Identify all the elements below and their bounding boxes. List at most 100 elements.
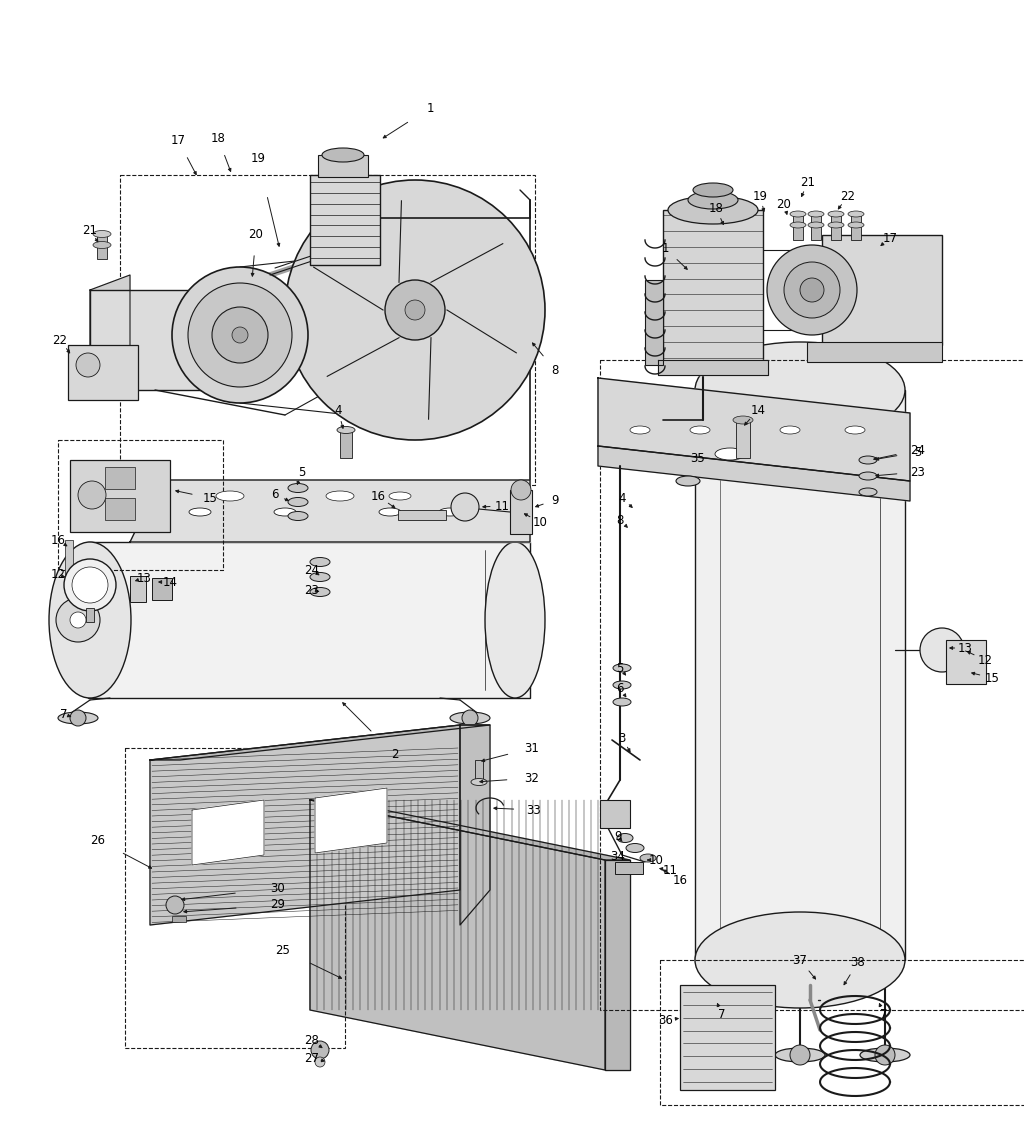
Bar — [663, 211, 763, 365]
Circle shape — [311, 1041, 329, 1060]
Bar — [130, 576, 146, 602]
Ellipse shape — [808, 211, 824, 217]
Bar — [807, 342, 942, 362]
Bar — [58, 440, 223, 571]
Ellipse shape — [688, 191, 738, 209]
Text: 3: 3 — [618, 731, 626, 745]
Polygon shape — [310, 800, 630, 860]
Polygon shape — [150, 724, 460, 925]
Bar — [831, 215, 841, 240]
Ellipse shape — [859, 456, 877, 464]
Ellipse shape — [860, 1048, 910, 1062]
Ellipse shape — [288, 497, 308, 506]
Text: 24: 24 — [910, 444, 926, 456]
Polygon shape — [598, 378, 910, 481]
Circle shape — [212, 307, 268, 363]
Bar — [851, 215, 861, 240]
Bar — [152, 578, 172, 600]
Ellipse shape — [49, 542, 131, 698]
Bar — [793, 215, 803, 240]
Text: 13: 13 — [136, 572, 152, 584]
Ellipse shape — [439, 508, 461, 516]
Bar — [125, 748, 345, 1048]
Text: 35: 35 — [690, 452, 706, 464]
Text: 17: 17 — [883, 232, 897, 245]
Text: 30: 30 — [270, 882, 286, 894]
Text: 2: 2 — [391, 748, 398, 762]
Text: 18: 18 — [211, 131, 225, 145]
Ellipse shape — [337, 427, 355, 434]
Circle shape — [511, 480, 531, 500]
Ellipse shape — [274, 508, 296, 516]
Bar — [120, 175, 535, 484]
Bar — [600, 800, 630, 827]
Text: 20: 20 — [776, 197, 792, 211]
Ellipse shape — [310, 573, 330, 582]
Text: 10: 10 — [532, 515, 548, 529]
Ellipse shape — [733, 415, 753, 424]
Ellipse shape — [690, 1048, 740, 1062]
Text: 14: 14 — [163, 575, 177, 589]
Text: 22: 22 — [841, 189, 855, 203]
Text: 36: 36 — [658, 1013, 674, 1027]
Circle shape — [784, 261, 840, 318]
Circle shape — [188, 283, 292, 387]
Ellipse shape — [216, 491, 244, 501]
Circle shape — [63, 559, 116, 611]
Bar — [736, 420, 750, 458]
Ellipse shape — [808, 222, 824, 228]
Circle shape — [76, 353, 100, 377]
Circle shape — [232, 327, 248, 343]
Ellipse shape — [790, 211, 806, 217]
Text: 7: 7 — [60, 708, 68, 720]
Bar — [811, 215, 821, 240]
Bar — [946, 640, 986, 684]
Bar — [88, 542, 530, 698]
Circle shape — [462, 710, 478, 726]
Text: 13: 13 — [957, 642, 973, 654]
Circle shape — [78, 481, 106, 509]
Text: 15: 15 — [984, 671, 999, 685]
Text: 5: 5 — [914, 446, 922, 458]
Text: 9: 9 — [551, 494, 559, 506]
Ellipse shape — [790, 222, 806, 228]
Ellipse shape — [848, 222, 864, 228]
Text: 4: 4 — [618, 491, 626, 505]
Text: 32: 32 — [524, 772, 540, 784]
Bar — [172, 916, 186, 921]
Ellipse shape — [859, 488, 877, 496]
Text: 15: 15 — [203, 491, 217, 505]
Ellipse shape — [613, 698, 631, 706]
Ellipse shape — [326, 491, 354, 501]
Ellipse shape — [485, 542, 545, 698]
Ellipse shape — [58, 712, 98, 724]
Circle shape — [285, 180, 545, 440]
Text: 4: 4 — [334, 403, 342, 417]
Ellipse shape — [379, 508, 401, 516]
Text: 33: 33 — [526, 804, 542, 816]
Ellipse shape — [859, 472, 877, 480]
Polygon shape — [598, 446, 910, 501]
Text: 1: 1 — [426, 102, 434, 114]
Text: 16: 16 — [673, 874, 687, 886]
Text: 29: 29 — [270, 899, 286, 911]
Ellipse shape — [640, 854, 656, 861]
Circle shape — [800, 278, 824, 302]
Ellipse shape — [626, 843, 644, 852]
Polygon shape — [310, 800, 605, 1070]
Bar — [340, 430, 352, 458]
Bar — [510, 490, 532, 534]
Ellipse shape — [617, 833, 633, 842]
Polygon shape — [605, 860, 630, 1070]
Bar — [600, 360, 1024, 1010]
Bar — [90, 290, 245, 391]
Polygon shape — [90, 275, 130, 391]
Bar — [70, 460, 170, 532]
Text: 7: 7 — [881, 1009, 888, 1021]
Text: 26: 26 — [90, 833, 105, 847]
Text: 9: 9 — [614, 830, 622, 842]
Text: 17: 17 — [171, 134, 185, 146]
Ellipse shape — [288, 512, 308, 521]
Bar — [398, 511, 446, 520]
Bar — [86, 608, 94, 621]
